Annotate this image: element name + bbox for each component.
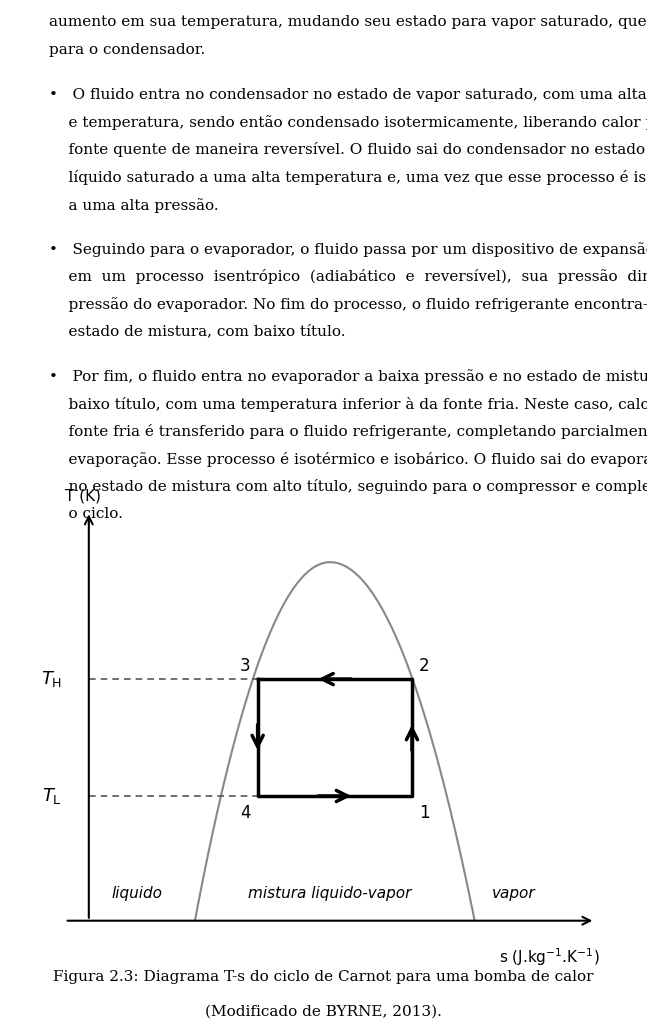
- Text: Figura 2.3: Diagrama T-s do ciclo de Carnot para uma bomba de calor: Figura 2.3: Diagrama T-s do ciclo de Car…: [53, 970, 594, 984]
- Text: •   Seguindo para o evaporador, o fluido passa por um dispositivo de expansão on: • Seguindo para o evaporador, o fluido p…: [49, 241, 647, 257]
- Text: evaporação. Esse processo é isotérmico e isobárico. O fluido sai do evaporador: evaporação. Esse processo é isotérmico e…: [49, 452, 647, 466]
- Text: a uma alta pressão.: a uma alta pressão.: [49, 197, 218, 213]
- Text: T (K): T (K): [65, 489, 101, 503]
- Text: em  um  processo  isentrópico  (adiabático  e  reversível),  sua  pressão  dimin: em um processo isentrópico (adiabático e…: [49, 269, 647, 284]
- Text: 1: 1: [419, 804, 430, 821]
- Text: •   O fluido entra no condensador no estado de vapor saturado, com uma alta pres: • O fluido entra no condensador no estad…: [49, 87, 647, 102]
- Text: $T_\mathrm{H}$: $T_\mathrm{H}$: [41, 669, 62, 690]
- Text: mistura liquido-vapor: mistura liquido-vapor: [248, 886, 411, 901]
- Text: liquido: liquido: [111, 886, 162, 901]
- Text: para o condensador.: para o condensador.: [49, 43, 204, 57]
- Text: 3: 3: [240, 657, 250, 675]
- Text: 4: 4: [240, 804, 250, 821]
- Text: •   Por fim, o fluido entra no evaporador a baixa pressão e no estado de mistura: • Por fim, o fluido entra no evaporador …: [49, 369, 647, 384]
- Text: s (J.kg$^{-1}$.K$^{-1}$): s (J.kg$^{-1}$.K$^{-1}$): [499, 946, 600, 968]
- Text: estado de mistura, com baixo título.: estado de mistura, com baixo título.: [49, 324, 345, 339]
- Text: (Modificado de BYRNE, 2013).: (Modificado de BYRNE, 2013).: [205, 1005, 442, 1019]
- Text: líquido saturado a uma alta temperatura e, uma vez que esse processo é isobárico: líquido saturado a uma alta temperatura …: [49, 170, 647, 185]
- Text: fonte quente de maneira reversível. O fluido sai do condensador no estado de: fonte quente de maneira reversível. O fl…: [49, 142, 647, 158]
- Text: $T_\mathrm{L}$: $T_\mathrm{L}$: [42, 786, 62, 806]
- Text: 2: 2: [419, 657, 430, 675]
- Text: o ciclo.: o ciclo.: [49, 507, 122, 521]
- Text: aumento em sua temperatura, mudando seu estado para vapor saturado, que segue: aumento em sua temperatura, mudando seu …: [49, 15, 647, 30]
- Text: vapor: vapor: [492, 886, 535, 901]
- Text: e temperatura, sendo então condensado isotermicamente, liberando calor para a: e temperatura, sendo então condensado is…: [49, 115, 647, 130]
- Text: fonte fria é transferido para o fluido refrigerante, completando parcialmente su: fonte fria é transferido para o fluido r…: [49, 425, 647, 439]
- Text: no estado de mistura com alto título, seguindo para o compressor e completando: no estado de mistura com alto título, se…: [49, 480, 647, 494]
- Text: baixo título, com uma temperatura inferior à da fonte fria. Neste caso, calor da: baixo título, com uma temperatura inferi…: [49, 397, 647, 411]
- Text: pressão do evaporador. No fim do processo, o fluido refrigerante encontra-se no: pressão do evaporador. No fim do process…: [49, 297, 647, 312]
